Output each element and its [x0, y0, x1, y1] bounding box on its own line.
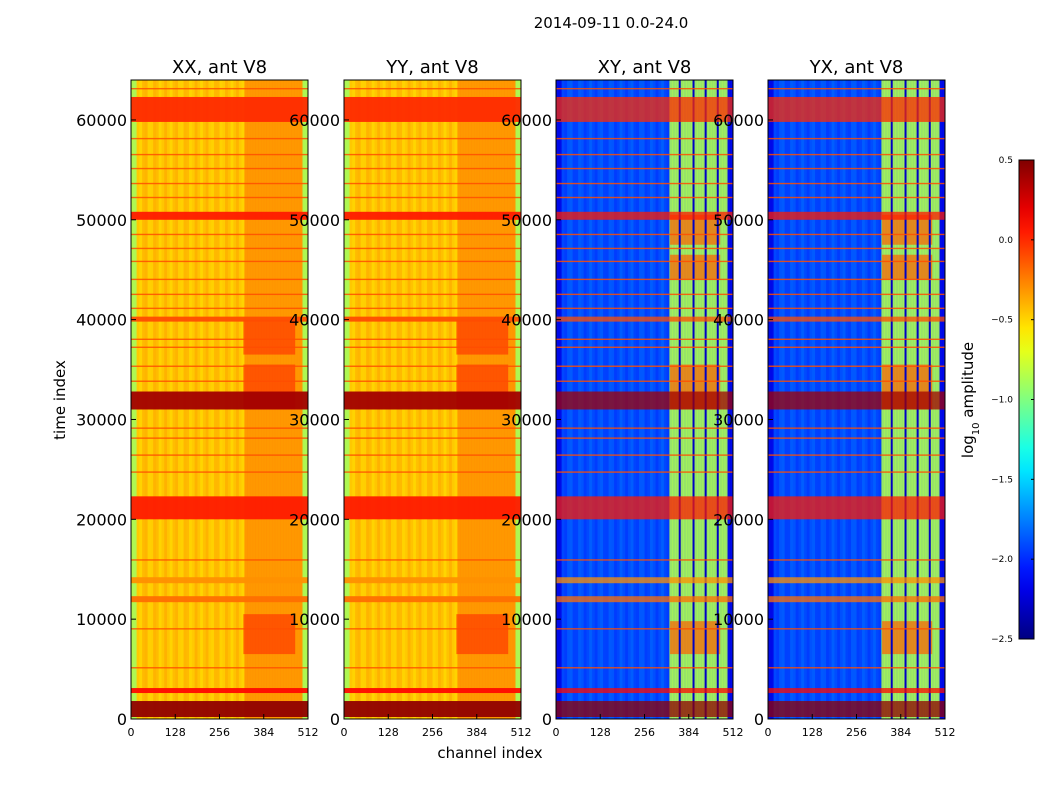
panel-title: YY, ant V8 — [385, 57, 478, 78]
x-tick-label: 384 — [890, 726, 911, 739]
x-tick-label: 512 — [298, 726, 319, 739]
y-tick-label: 10000 — [713, 610, 764, 629]
y-tick-label: 50000 — [76, 211, 127, 230]
y-tick-label: 0 — [330, 710, 340, 729]
heatmap-image — [131, 80, 308, 719]
y-tick-label: 20000 — [501, 510, 552, 529]
colorbar-tick-label: −1.5 — [991, 475, 1013, 485]
x-tick-label: 0 — [128, 726, 135, 739]
colorbar-tick-label: 0.5 — [999, 156, 1013, 166]
y-axis-label: time index — [51, 360, 69, 440]
x-tick-label: 128 — [802, 726, 823, 739]
panel-title: YX, ant V8 — [809, 57, 904, 78]
heatmap-image — [344, 80, 521, 719]
x-tick-label: 512 — [935, 726, 956, 739]
x-tick-label: 128 — [165, 726, 186, 739]
y-tick-label: 10000 — [76, 610, 127, 629]
figure-suptitle: 2014-09-11 0.0-24.0 — [534, 14, 689, 32]
panel-title: XX, ant V8 — [172, 57, 267, 78]
x-tick-label: 512 — [511, 726, 532, 739]
colorbar-tick-label: 0.0 — [999, 236, 1014, 246]
y-tick-label: 50000 — [501, 211, 552, 230]
heatmap-image — [556, 80, 733, 719]
panel-4: YX, ant V8 0 128 256 384 512 0 10000 20000 30000 4… — [713, 57, 955, 739]
x-tick-label: 384 — [253, 726, 274, 739]
x-tick-label: 0 — [341, 726, 348, 739]
x-tick-label: 0 — [765, 726, 772, 739]
colorbar-tick-label: −1.0 — [991, 396, 1013, 406]
x-tick-label: 128 — [378, 726, 399, 739]
y-tick-label: 60000 — [289, 111, 340, 130]
y-tick-label: 10000 — [501, 610, 552, 629]
y-tick-label: 20000 — [289, 510, 340, 529]
x-tick-label: 384 — [466, 726, 487, 739]
x-axis-label: channel index — [437, 744, 542, 762]
x-tick-label: 384 — [678, 726, 699, 739]
panel-1: XX, ant V8 0 128 256 384 512 0 10000 20000 30000 4… — [76, 57, 318, 739]
x-tick-label: 256 — [209, 726, 230, 739]
x-tick-label: 256 — [634, 726, 655, 739]
y-tick-label: 60000 — [501, 111, 552, 130]
y-tick-label: 60000 — [76, 111, 127, 130]
colorbar: 0.5 0.0 −0.5 −1.0 −1.5 −2.0 −2.5 — [991, 156, 1035, 645]
panels-group: XX, ant V8 0 128 256 384 512 0 10000 20000 30000 4… — [76, 57, 955, 739]
y-tick-label: 40000 — [501, 311, 552, 330]
y-tick-label: 30000 — [76, 410, 127, 429]
x-tick-label: 256 — [422, 726, 443, 739]
x-tick-label: 128 — [590, 726, 611, 739]
x-tick-label: 512 — [723, 726, 744, 739]
y-tick-label: 40000 — [76, 311, 127, 330]
colorbar-tick-label: −2.5 — [991, 635, 1013, 645]
y-tick-label: 20000 — [713, 510, 764, 529]
y-tick-label: 30000 — [713, 410, 764, 429]
y-tick-label: 50000 — [289, 211, 340, 230]
y-tick-label: 50000 — [713, 211, 764, 230]
y-tick-label: 0 — [117, 710, 127, 729]
y-tick-label: 10000 — [289, 610, 340, 629]
y-tick-label: 40000 — [713, 311, 764, 330]
y-tick-label: 0 — [754, 710, 764, 729]
y-tick-label: 30000 — [501, 410, 552, 429]
panel-2: YY, ant V8 0 128 256 384 512 0 10000 20000 30000 4… — [289, 57, 531, 739]
y-tick-label: 30000 — [289, 410, 340, 429]
panel-title: XY, ant V8 — [598, 57, 692, 78]
y-tick-label: 60000 — [713, 111, 764, 130]
colorbar-tick-label: −2.0 — [991, 555, 1013, 565]
colorbar-label: log10 amplitude — [959, 342, 982, 458]
x-tick-label: 256 — [846, 726, 867, 739]
panel-3: XY, ant V8 0 128 256 384 512 0 10000 20000 30000 4… — [501, 57, 743, 739]
x-tick-label: 0 — [553, 726, 560, 739]
heatmap-image — [768, 80, 945, 719]
y-tick-label: 0 — [542, 710, 552, 729]
y-tick-label: 40000 — [289, 311, 340, 330]
colorbar-tick-label: −0.5 — [991, 316, 1013, 326]
y-tick-label: 20000 — [76, 510, 127, 529]
